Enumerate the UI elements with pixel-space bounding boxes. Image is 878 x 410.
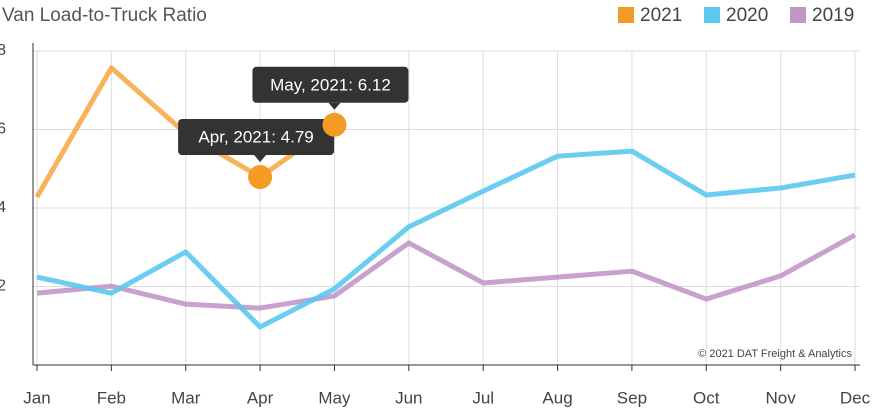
x-tick-label: Aug — [542, 388, 572, 407]
x-tick-label: Jan — [23, 388, 50, 407]
x-tick-label: Jun — [395, 388, 422, 407]
line-series — [36, 232, 857, 311]
x-tick-label: Sep — [617, 388, 647, 407]
point — [248, 164, 273, 189]
source: © 2021 DAT Freight & Analytics — [698, 348, 852, 360]
legend-label: 2021 — [640, 5, 682, 26]
y-tick-label: 4 — [0, 199, 6, 216]
x-tick-label: Feb — [97, 388, 126, 407]
x-tick-label: Dec — [840, 388, 871, 407]
tooltip-text: May, 2021: 6.12 — [270, 75, 391, 94]
x-tick-label: May — [318, 388, 351, 407]
legend-swatch — [704, 7, 720, 23]
tooltip-pointer — [328, 102, 341, 110]
x-tick-label: Jul — [472, 388, 494, 407]
y-tick-label: 8 — [0, 42, 6, 59]
chart-title: Van Load-to-Truck Ratio — [2, 5, 207, 26]
grid — [33, 50, 860, 365]
line-series — [36, 148, 856, 330]
legend-label: 2020 — [726, 5, 768, 26]
point — [322, 112, 347, 137]
tooltip-text: Apr, 2021: 4.79 — [198, 127, 313, 146]
y-tick-label: 6 — [0, 121, 6, 138]
x-tick-label: Apr — [247, 388, 274, 407]
legend-swatch — [618, 7, 634, 23]
tooltip-pointer — [254, 154, 267, 162]
legend-label: 2019 — [812, 5, 854, 26]
x-tick-label: Oct — [693, 388, 720, 407]
tooltip-box — [252, 66, 409, 103]
tooltip-box — [178, 118, 335, 155]
legend-swatch — [790, 7, 806, 23]
x-tick-label: Mar — [171, 388, 201, 407]
x-tick-label: Nov — [766, 388, 797, 407]
y-tick-label: 2 — [0, 278, 6, 295]
